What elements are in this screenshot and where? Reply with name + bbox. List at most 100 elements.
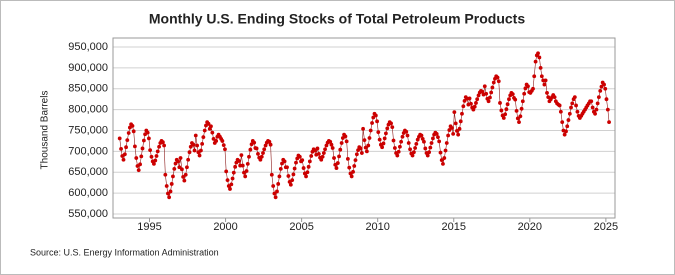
data-point	[371, 115, 376, 120]
data-point	[186, 157, 191, 162]
data-point	[392, 146, 397, 150]
data-point	[602, 82, 606, 87]
data-point	[160, 140, 165, 145]
data-point	[380, 145, 385, 150]
data-point	[569, 105, 573, 110]
data-point	[447, 128, 452, 132]
source-note: Source: U.S. Energy Information Administ…	[30, 247, 219, 257]
data-point	[243, 174, 248, 179]
data-point	[396, 149, 401, 154]
data-point	[438, 150, 443, 155]
data-point	[148, 148, 153, 153]
data-point	[126, 131, 131, 135]
data-point	[405, 133, 410, 138]
data-point	[574, 103, 578, 108]
data-point	[330, 146, 335, 150]
data-point	[532, 74, 537, 79]
data-point	[154, 154, 159, 158]
data-point	[607, 120, 611, 125]
data-point	[456, 132, 461, 137]
data-point	[501, 116, 506, 120]
data-point	[353, 158, 358, 163]
data-point	[300, 158, 305, 163]
data-point	[185, 165, 189, 170]
data-point	[450, 126, 454, 130]
data-point	[319, 157, 324, 162]
data-point	[332, 156, 336, 160]
data-point	[484, 91, 489, 96]
data-point	[193, 133, 198, 138]
data-point	[261, 151, 265, 155]
data-point	[442, 156, 447, 160]
data-point	[271, 184, 276, 188]
data-point	[486, 99, 491, 104]
data-point	[206, 121, 211, 126]
data-point	[429, 141, 434, 145]
data-point	[136, 168, 141, 173]
data-point	[349, 174, 354, 179]
data-point	[604, 97, 609, 102]
data-point	[182, 178, 187, 183]
data-point	[552, 95, 557, 99]
data-point	[247, 154, 251, 159]
data-point	[176, 159, 181, 164]
x-tick-label: 2000	[213, 221, 237, 233]
data-point	[498, 101, 502, 105]
data-point	[475, 97, 480, 102]
data-point	[273, 195, 278, 200]
y-tick-label: 800,000	[68, 104, 108, 116]
y-axis-label: Thousand Barrels	[40, 91, 51, 170]
data-point	[410, 153, 415, 158]
data-point	[420, 136, 425, 141]
data-point	[321, 151, 326, 155]
data-point	[523, 86, 528, 91]
data-point	[474, 101, 478, 105]
data-point	[180, 167, 184, 172]
data-point	[363, 145, 368, 150]
data-point	[567, 111, 572, 116]
data-point	[427, 150, 432, 155]
data-point	[225, 178, 230, 183]
data-point	[526, 84, 530, 89]
data-point	[192, 148, 197, 153]
data-point	[347, 165, 352, 170]
data-point	[507, 97, 511, 102]
data-point	[223, 147, 227, 152]
data-point	[381, 141, 386, 146]
y-tick-label: 550,000	[68, 208, 108, 220]
data-point	[181, 174, 186, 179]
data-point	[425, 153, 430, 158]
chart-title: Monthly U.S. Ending Stocks of Total Petr…	[149, 11, 525, 27]
data-point	[391, 138, 396, 143]
data-point	[375, 119, 379, 124]
data-point	[605, 107, 610, 112]
data-point	[288, 182, 293, 187]
data-point	[344, 139, 349, 144]
data-point	[221, 143, 226, 148]
data-point	[368, 128, 373, 133]
data-point	[259, 154, 264, 159]
data-point	[244, 169, 249, 173]
data-point	[337, 154, 341, 159]
data-point	[138, 162, 142, 167]
data-point	[269, 172, 274, 177]
data-point	[510, 92, 515, 97]
data-point	[258, 157, 263, 162]
data-point	[444, 141, 449, 145]
y-tick-label: 700,000	[68, 145, 108, 157]
data-point	[173, 161, 178, 166]
data-point	[329, 142, 334, 147]
data-point	[428, 145, 433, 150]
data-point	[603, 86, 608, 91]
data-point	[566, 118, 571, 122]
data-point	[276, 182, 281, 186]
data-point	[472, 104, 477, 109]
data-point	[172, 167, 177, 171]
data-point	[277, 174, 282, 179]
data-point	[443, 148, 448, 153]
data-point	[167, 195, 172, 200]
data-point	[301, 166, 306, 170]
data-point	[171, 174, 175, 179]
data-point	[214, 139, 219, 143]
data-point	[240, 163, 245, 168]
